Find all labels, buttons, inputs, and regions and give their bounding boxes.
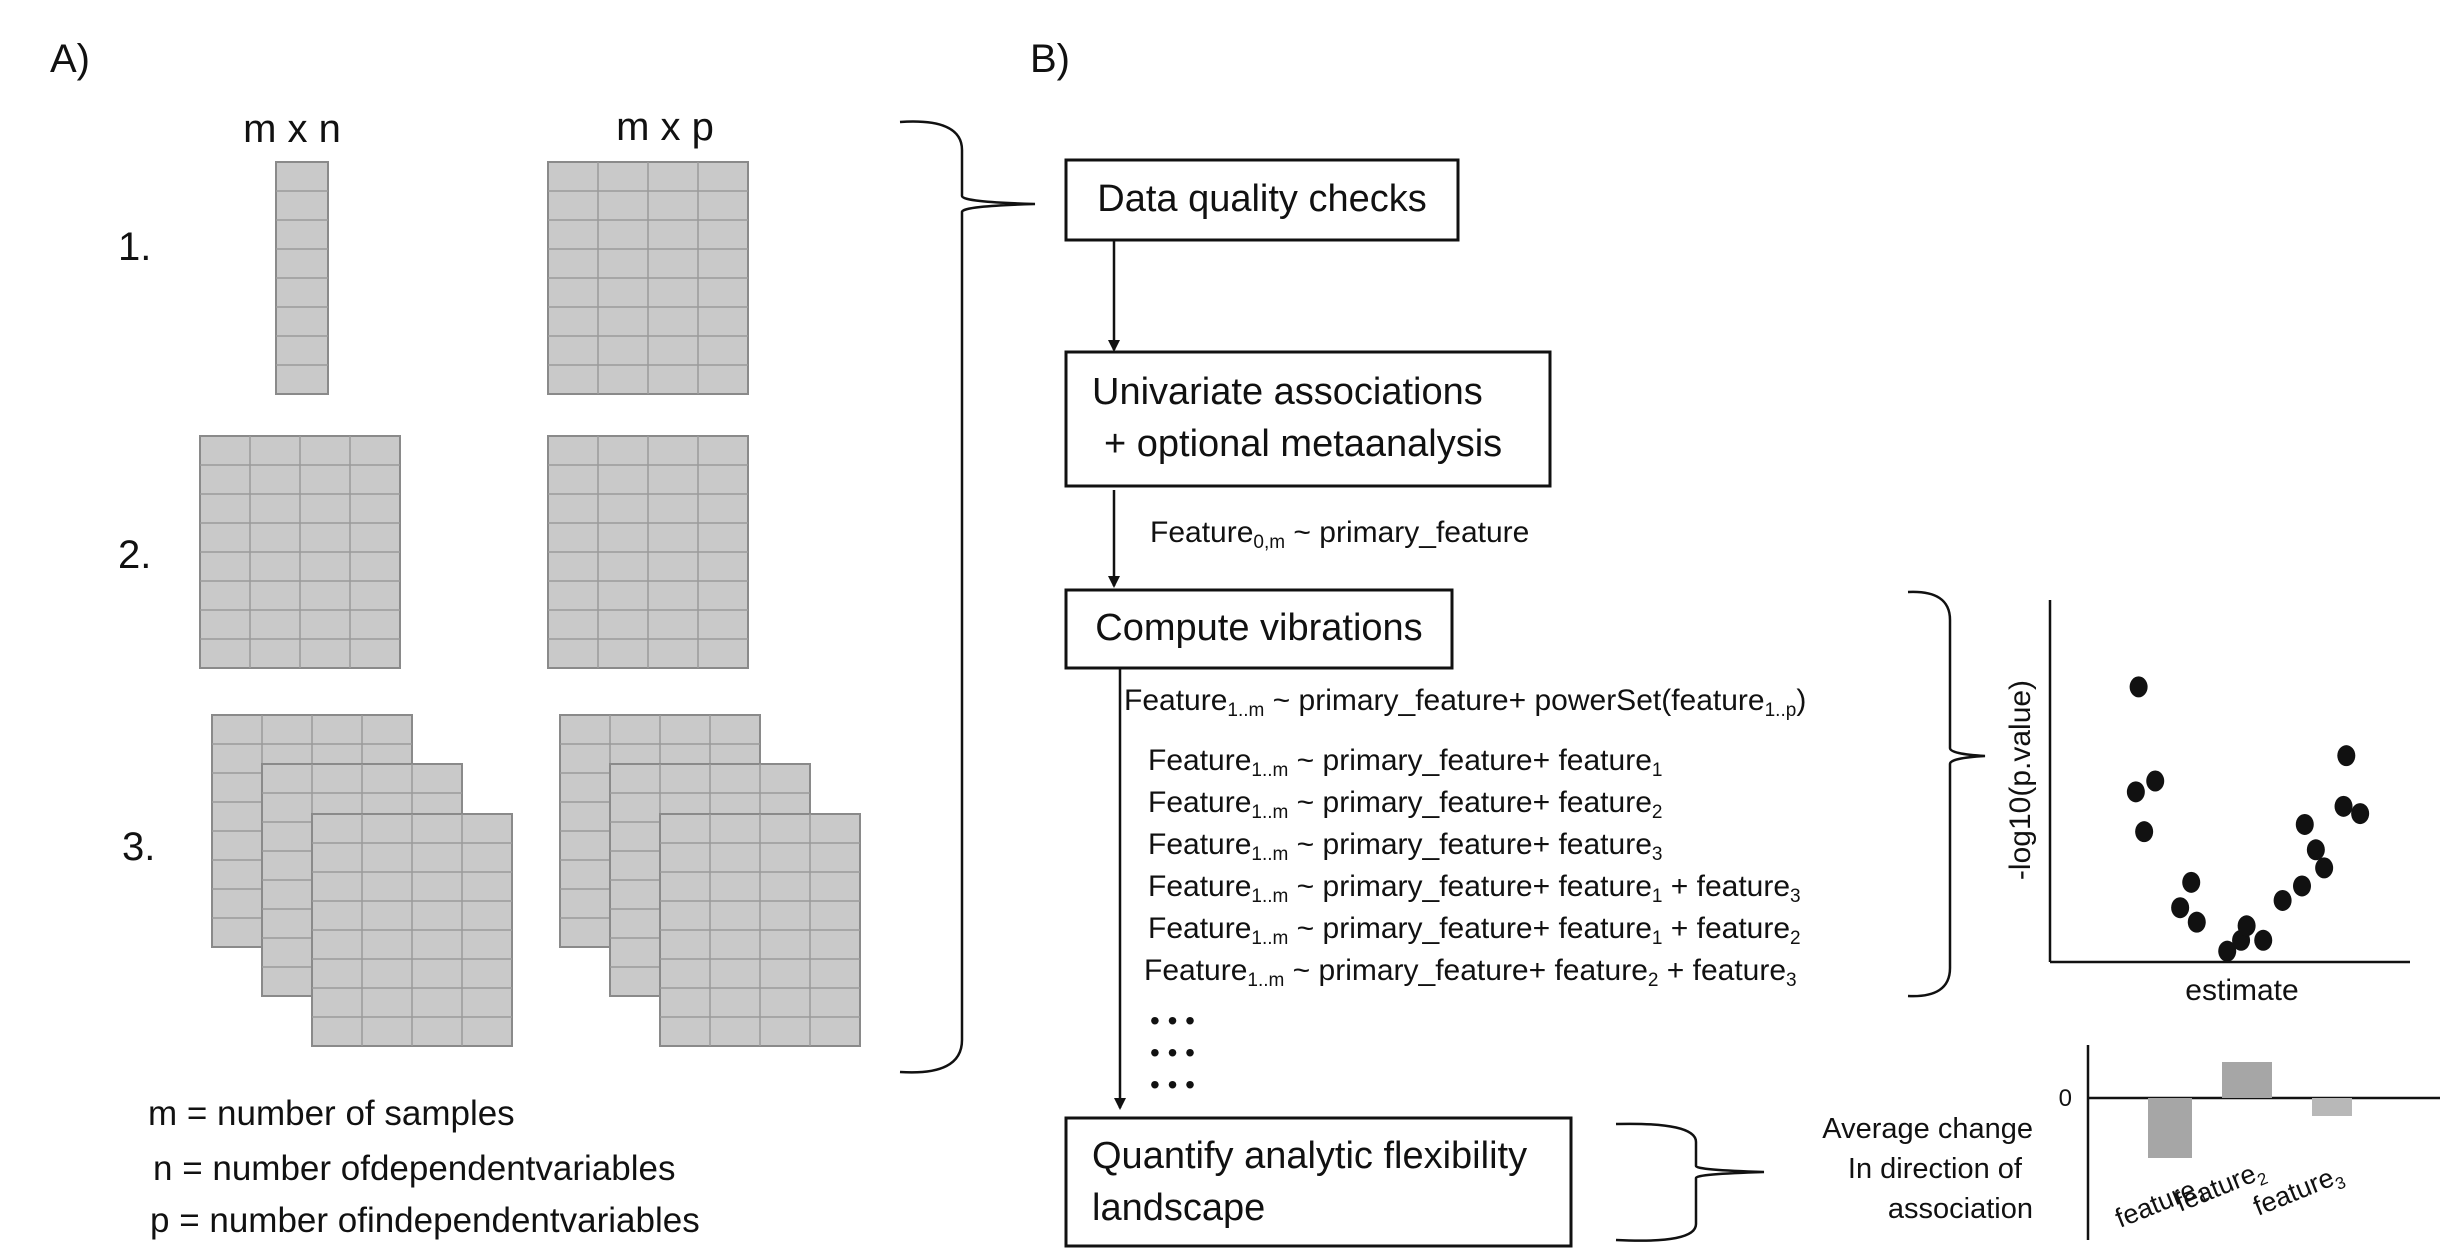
model-formula-3: Feature1..m ~ primary_feature+ feature3 [1148,828,1662,865]
volcano-point-8 [2218,940,2237,962]
bar-side-label-1: Average change [1822,1113,2033,1145]
volcano-point-11 [2254,929,2273,951]
bar-side-label-2: In direction of [1848,1153,2023,1185]
ellipsis-1: • • • [1150,1005,1195,1036]
matrix-2-n [199,435,401,669]
univariate-formula: Feature0,m ~ primary_feature [1150,516,1529,553]
volcano-points [2126,676,2370,962]
model-list: Feature1..m ~ primary_feature+ feature1 F… [1144,744,1801,991]
panel-a-brace [899,120,1036,1074]
matrix-2-p [547,435,749,669]
model-formula-6: Feature1..m ~ primary_feature+ feature2 … [1144,954,1797,991]
matrix-3-p-c [659,813,861,1047]
step-data-quality-box [1064,158,1460,242]
volcano-point-4 [2135,821,2154,843]
step-quantify-box [1064,1116,1573,1248]
step-quantify-line2: landscape [1092,1187,1265,1229]
step-univariate-line1: Univariate associations [1092,371,1483,413]
model-formula-4: Feature1..m ~ primary_feature+ feature1 … [1148,870,1801,907]
volcano-point-17 [2334,795,2353,817]
row-label-3: 3. [122,825,155,869]
legend-p: p = number ofindependentvariables [150,1201,700,1240]
step-compute-vibrations: Compute vibrations [1095,607,1422,649]
model-formula-1: Feature1..m ~ primary_feature+ feature1 [1148,744,1662,781]
volcano-ylabel: -log10(p.value) [2004,680,2037,880]
ellipsis-3: • • • [1150,1069,1195,1100]
step-univariate-line2: + optional metaanalysis [1104,423,1502,465]
volcano-point-3 [2146,770,2165,792]
bar-feature1 [2148,1098,2192,1158]
data-matrices [199,161,861,1047]
legend-n: n = number ofdependentvariables [153,1149,675,1188]
row-label-2: 2. [118,533,151,577]
volcano-xlabel: estimate [2185,974,2298,1007]
col-header-mxp: m x p [616,105,714,149]
step-compute-vibrations-box [1064,588,1454,670]
volcano-point-15 [2306,839,2325,861]
powerset-formula: Feature1..m ~ primary_feature+ powerSet(… [1124,684,1806,721]
model-formula-5: Feature1..m ~ primary_feature+ feature1 … [1148,912,1801,949]
volcano-point-2 [2126,781,2145,803]
model-formula-2: Feature1..m ~ primary_feature+ feature2 [1148,786,1662,823]
volcano-point-5 [2182,871,2201,893]
volcano-point-18 [2351,803,2370,825]
step-data-quality: Data quality checks [1097,178,1427,220]
bar-label-3: feature3 [2249,1159,2348,1226]
quantify-brace [1615,1122,1765,1242]
legend-m: m = number of samples [148,1094,515,1133]
models-brace [1907,590,1986,998]
panel-a-label: A) [50,37,90,81]
volcano-point-1 [2129,676,2148,698]
bar-feature2 [2222,1062,2272,1098]
panel-b-label: B) [1030,37,1070,81]
volcano-point-16 [2315,857,2334,879]
matrix-1-n [275,161,329,395]
step-univariate-box [1064,350,1552,488]
bar-feature3 [2312,1098,2352,1116]
volcano-point-14 [2295,813,2314,835]
volcano-point-7 [2187,911,2206,933]
bar-side-label-3: association [1888,1193,2033,1225]
volcano-point-10 [2237,915,2256,937]
ellipsis-2: • • • [1150,1037,1195,1068]
step-quantify-line1: Quantify analytic flexibility [1092,1135,1527,1177]
volcano-point-12 [2273,889,2292,911]
matrix-3-n-c [311,813,513,1047]
volcano-point-19 [2337,745,2356,767]
matrix-1-p [547,161,749,395]
row-label-1: 1. [118,225,151,269]
col-header-mxn: m x n [243,107,341,151]
volcano-point-6 [2171,897,2190,919]
volcano-point-13 [2293,875,2311,897]
bar-zero-label: 0 [2059,1085,2072,1112]
